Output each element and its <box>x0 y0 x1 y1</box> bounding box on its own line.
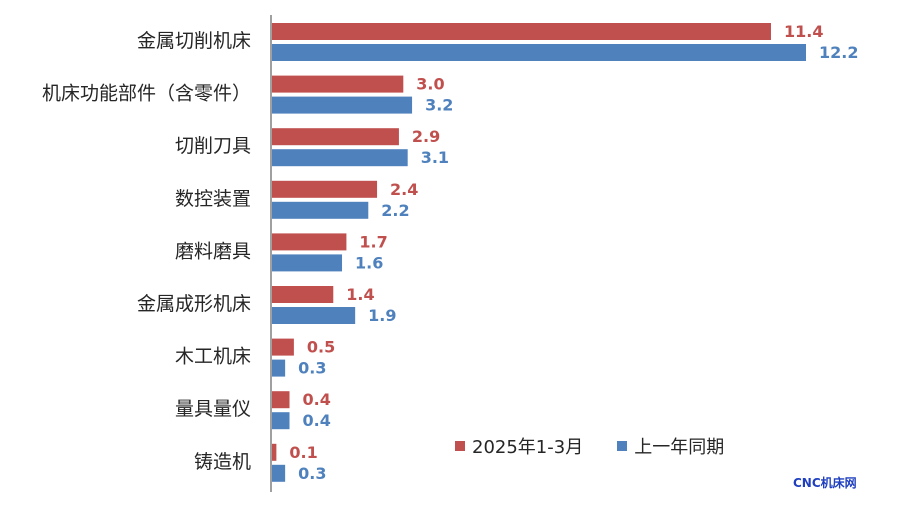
data-label-previous: 2.2 <box>381 201 409 220</box>
bar-previous <box>272 44 806 61</box>
bar-current <box>272 233 347 251</box>
bar-current <box>272 391 290 409</box>
bar-previous <box>272 307 356 324</box>
bar-previous <box>272 359 286 377</box>
bar-previous <box>272 254 343 272</box>
bar-current <box>272 338 294 356</box>
data-label-previous: 12.2 <box>819 43 858 62</box>
category-label: 铸造机 <box>194 451 251 473</box>
data-label-current: 2.4 <box>390 180 418 199</box>
legend-label-current: 2025年1-3月 <box>472 437 584 458</box>
category-label: 量具量仪 <box>175 398 251 420</box>
data-label-current: 0.1 <box>289 443 317 462</box>
legend-item-previous: 上一年同期 <box>617 433 724 459</box>
category-label: 金属成形机床 <box>137 293 251 315</box>
data-label-previous: 1.6 <box>355 253 383 272</box>
data-label-previous: 0.4 <box>303 411 331 430</box>
legend-item-current: 2025年1-3月 <box>455 433 583 459</box>
data-label-current: 2.9 <box>412 127 440 146</box>
data-label-current: 1.7 <box>359 232 387 251</box>
data-label-previous: 1.9 <box>368 306 396 325</box>
legend: 2025年1-3月 上一年同期 <box>455 433 750 459</box>
data-label-current: 1.4 <box>346 285 374 304</box>
category-label: 机床功能部件（含零件） <box>42 83 251 105</box>
category-label: 木工机床 <box>175 346 251 368</box>
data-label-current: 11.4 <box>784 22 823 41</box>
bar-current <box>272 128 399 146</box>
data-label-current: 3.0 <box>416 75 444 94</box>
bar-previous <box>272 464 286 482</box>
bar-previous <box>272 201 369 219</box>
bar-current <box>272 23 771 40</box>
category-label: 金属切削机床 <box>137 30 251 52</box>
category-label: 切削刀具 <box>175 135 251 157</box>
data-label-previous: 0.3 <box>298 464 326 483</box>
watermark-logo-text: CNC机床网 <box>793 476 857 490</box>
data-label-previous: 3.1 <box>421 148 449 167</box>
data-label-current: 0.5 <box>307 338 335 357</box>
bar-current <box>272 75 404 93</box>
data-label-current: 0.4 <box>303 390 331 409</box>
data-label-previous: 3.2 <box>425 96 453 115</box>
bar-current <box>272 180 378 198</box>
data-label-previous: 0.3 <box>298 359 326 378</box>
bar-previous <box>272 149 408 167</box>
legend-label-previous: 上一年同期 <box>634 437 725 458</box>
category-label: 磨料磨具 <box>175 240 251 262</box>
legend-swatch-previous <box>617 441 628 451</box>
bar-current <box>272 443 277 461</box>
legend-swatch-current <box>455 441 465 451</box>
bar-current <box>272 286 334 303</box>
bar-previous <box>272 96 413 114</box>
category-label: 数控装置 <box>175 188 251 210</box>
bar-previous <box>272 412 290 430</box>
